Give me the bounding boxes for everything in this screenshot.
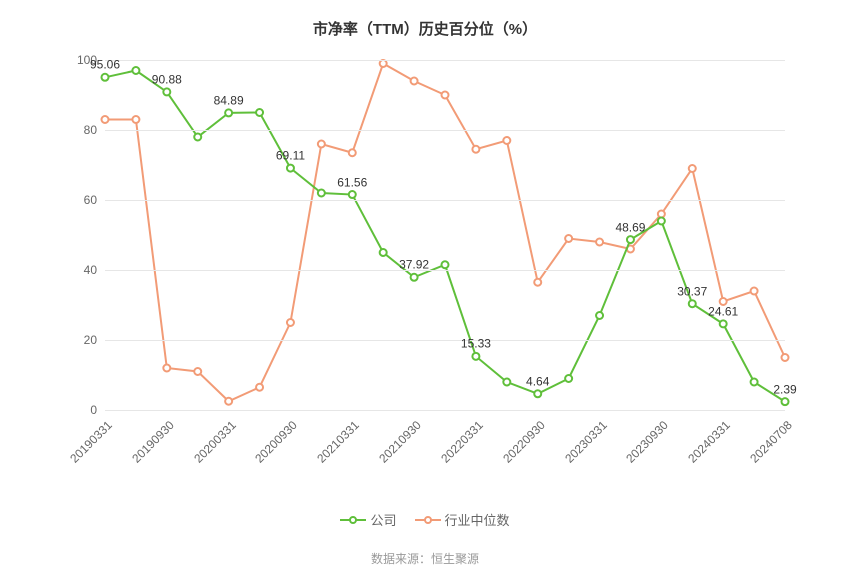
series-marker-company: [658, 218, 665, 225]
series-marker-company: [472, 353, 479, 360]
series-marker-company: [565, 375, 572, 382]
series-marker-industry_median: [194, 368, 201, 375]
series-marker-company: [627, 236, 634, 243]
y-tick-label: 60: [84, 193, 97, 207]
chart-title: 市净率（TTM）历史百分位（%）: [0, 18, 850, 39]
y-tick-label: 80: [84, 123, 97, 137]
x-tick-label: 20190930: [129, 418, 177, 466]
legend-label: 公司: [370, 510, 396, 529]
grid-line: [105, 130, 785, 131]
plot-area: 0204060801002019033120190930202003312020…: [105, 60, 785, 410]
x-tick-label: 20210331: [315, 418, 363, 466]
series-marker-company: [163, 88, 170, 95]
series-marker-industry_median: [349, 149, 356, 156]
x-tick-label: 20230930: [624, 418, 672, 466]
series-marker-industry_median: [132, 116, 139, 123]
grid-line: [105, 410, 785, 411]
series-marker-industry_median: [163, 365, 170, 372]
series-marker-industry_median: [689, 165, 696, 172]
data-label: 4.64: [526, 374, 549, 388]
series-line-company: [105, 71, 785, 402]
legend-marker-icon: [340, 514, 366, 526]
data-label: 24.61: [708, 304, 738, 318]
series-marker-industry_median: [472, 146, 479, 153]
x-tick-label: 20220930: [500, 418, 548, 466]
series-marker-industry_median: [565, 235, 572, 242]
chart-container: 市净率（TTM）历史百分位（%） 02040608010020190331201…: [0, 0, 850, 575]
series-marker-company: [349, 191, 356, 198]
series-marker-industry_median: [751, 288, 758, 295]
data-label: 69.11: [276, 149, 305, 163]
y-tick-label: 40: [84, 263, 97, 277]
data-label: 15.33: [461, 337, 491, 351]
series-marker-industry_median: [256, 384, 263, 391]
grid-line: [105, 60, 785, 61]
series-marker-industry_median: [225, 398, 232, 405]
legend-item-industry_median[interactable]: 行业中位数: [415, 510, 510, 529]
grid-line: [105, 270, 785, 271]
series-marker-industry_median: [318, 141, 325, 148]
series-marker-industry_median: [782, 354, 789, 361]
series-marker-industry_median: [658, 211, 665, 218]
x-tick-label: 20200331: [191, 418, 239, 466]
y-tick-label: 20: [84, 333, 97, 347]
series-marker-company: [596, 312, 603, 319]
series-marker-company: [720, 320, 727, 327]
series-marker-company: [132, 67, 139, 74]
series-marker-company: [782, 398, 789, 405]
series-marker-company: [380, 249, 387, 256]
data-source: 数据来源：恒生聚源: [0, 550, 850, 567]
y-tick-label: 0: [90, 403, 97, 417]
series-marker-company: [225, 109, 232, 116]
series-marker-company: [318, 190, 325, 197]
series-marker-company: [194, 134, 201, 141]
x-tick-label: 20210930: [376, 418, 424, 466]
series-marker-industry_median: [102, 116, 109, 123]
series-marker-industry_median: [534, 279, 541, 286]
series-line-industry_median: [105, 64, 785, 402]
series-marker-company: [503, 379, 510, 386]
x-tick-label: 20230331: [562, 418, 610, 466]
grid-line: [105, 340, 785, 341]
series-marker-company: [751, 379, 758, 386]
legend-item-company[interactable]: 公司: [340, 510, 396, 529]
data-label: 30.37: [677, 284, 707, 298]
x-tick-label: 20240708: [747, 418, 795, 466]
series-marker-company: [102, 74, 109, 81]
grid-line: [105, 200, 785, 201]
chart-svg: [105, 60, 785, 410]
series-marker-industry_median: [442, 92, 449, 99]
series-marker-industry_median: [596, 239, 603, 246]
data-label: 2.39: [773, 382, 796, 396]
data-label: 90.88: [152, 72, 182, 86]
series-marker-company: [534, 390, 541, 397]
series-marker-company: [287, 165, 294, 172]
x-tick-label: 20220331: [438, 418, 486, 466]
series-marker-industry_median: [411, 78, 418, 85]
series-marker-company: [442, 261, 449, 268]
series-marker-company: [256, 109, 263, 116]
series-marker-industry_median: [503, 137, 510, 144]
series-marker-company: [689, 300, 696, 307]
data-label: 61.56: [337, 175, 367, 189]
series-marker-industry_median: [287, 319, 294, 326]
legend-label: 行业中位数: [445, 510, 510, 529]
legend: 公司 行业中位数: [0, 510, 850, 529]
series-marker-company: [411, 274, 418, 281]
legend-marker-icon: [415, 514, 441, 526]
data-label: 48.69: [615, 220, 645, 234]
data-label: 84.89: [214, 93, 244, 107]
x-tick-label: 20200930: [253, 418, 301, 466]
series-marker-industry_median: [380, 60, 387, 67]
data-label: 95.06: [90, 58, 120, 72]
data-label: 37.92: [399, 258, 429, 272]
x-tick-label: 20240331: [685, 418, 733, 466]
x-tick-label: 20190331: [67, 418, 115, 466]
